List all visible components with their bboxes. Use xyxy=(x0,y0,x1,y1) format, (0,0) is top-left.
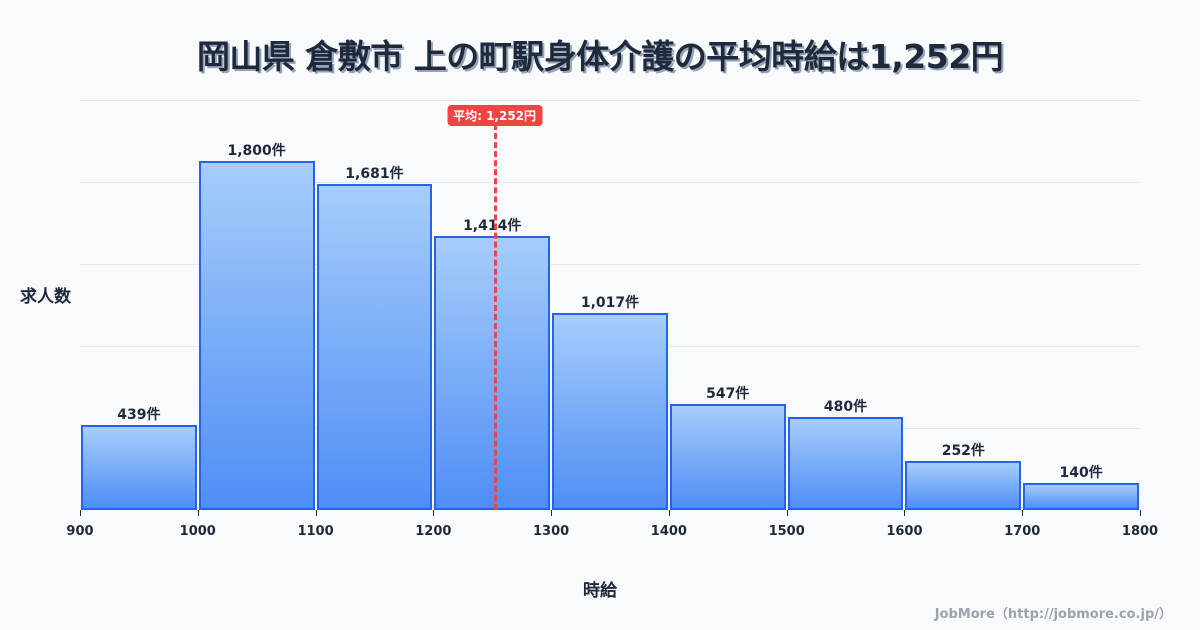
bar-value-label: 1,800件 xyxy=(227,143,286,160)
histogram-bar xyxy=(552,312,668,510)
histogram-bar xyxy=(787,416,904,510)
bar-value-label: 439件 xyxy=(117,406,161,423)
histogram-bar xyxy=(81,424,197,510)
x-tick xyxy=(433,510,435,516)
bar-value-label: 1,017件 xyxy=(580,294,640,311)
credit-text: JobMore（http://jobmore.co.jp/） xyxy=(934,607,1172,622)
bar-value-label: 252件 xyxy=(941,443,985,460)
x-tick xyxy=(786,510,788,516)
histogram-bar xyxy=(905,461,1022,510)
x-tick xyxy=(80,510,81,516)
x-tick-label: 1300 xyxy=(533,524,570,539)
bar-value-label: 480件 xyxy=(823,398,868,415)
x-tick xyxy=(1140,510,1141,516)
x-axis-label: 時給 xyxy=(583,581,617,601)
mean-line xyxy=(493,124,497,510)
x-tick xyxy=(668,510,670,516)
mean-badge: 平均: 1,252円 xyxy=(447,105,543,126)
bar-value-label: 1,414件 xyxy=(463,217,522,234)
x-tick-label: 1700 xyxy=(1004,524,1041,539)
gridline xyxy=(80,182,1140,183)
histogram-bar xyxy=(434,235,551,510)
x-tick-label: 1100 xyxy=(297,524,334,539)
x-tick-label: 1400 xyxy=(650,524,687,539)
histogram-bar xyxy=(669,403,786,510)
x-tick xyxy=(551,510,553,516)
bar-value-label: 140件 xyxy=(1059,464,1103,481)
x-tick-label: 1600 xyxy=(886,524,923,539)
x-tick-label: 1800 xyxy=(1121,524,1159,539)
histogram-bar xyxy=(1023,482,1139,510)
histogram-bar xyxy=(316,184,433,510)
plot-area: 439件 1,800件 1,681件 1,414件 1,017件 547件 480件 252件… xyxy=(80,100,1140,510)
bar-value-label: 1,681件 xyxy=(345,166,404,183)
chart-title: 岡山県 倉敷市 上の町駅身体介護の平均時給は1,252円 xyxy=(196,37,1004,76)
x-tick-label: 1200 xyxy=(415,524,452,539)
x-tick xyxy=(197,510,199,516)
x-tick-label: 900 xyxy=(66,524,94,539)
y-axis-label: 求人数 xyxy=(20,287,71,307)
bar-value-label: 547件 xyxy=(706,385,750,402)
gridline xyxy=(80,264,1140,265)
x-tick-label: 1500 xyxy=(768,524,805,539)
x-tick-label: 1000 xyxy=(179,524,216,539)
histogram-bar xyxy=(198,161,315,510)
x-tick xyxy=(1022,510,1024,516)
x-tick xyxy=(315,510,317,516)
x-tick xyxy=(904,510,906,516)
gridline xyxy=(80,100,1140,101)
